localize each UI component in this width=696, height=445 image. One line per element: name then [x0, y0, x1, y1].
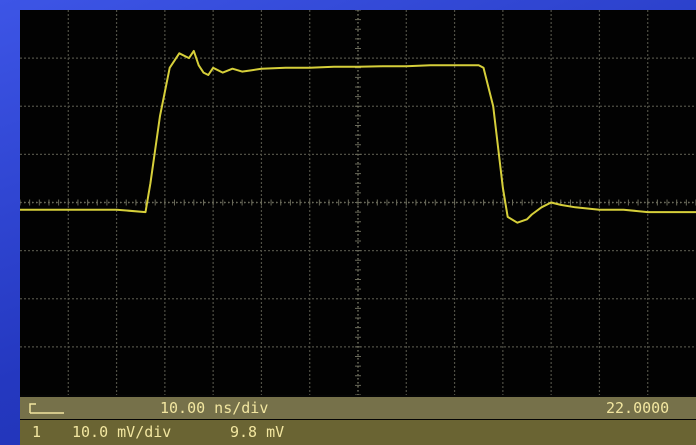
channel-value-readout: 9.8 mV [230, 423, 285, 441]
oscilloscope-display: 10.00 ns/div 22.0000 1 10.0 mV/div 9.8 m… [20, 10, 696, 445]
channel-number: 1 [32, 423, 42, 441]
status-row-channel: 1 10.0 mV/div 9.8 mV [20, 420, 696, 445]
waveform-trace [20, 49, 696, 224]
channel-scale-readout: 10.0 mV/div [72, 423, 172, 441]
waveform-screen [20, 10, 696, 395]
timebase-readout: 10.00 ns/div [160, 399, 269, 417]
trace-layer [20, 49, 696, 224]
waveform-plot [20, 10, 696, 395]
status-row-timebase: 10.00 ns/div 22.0000 [20, 397, 696, 419]
trigger-position-readout: 22.0000 [606, 399, 670, 417]
trigger-marker-icon [29, 403, 64, 414]
